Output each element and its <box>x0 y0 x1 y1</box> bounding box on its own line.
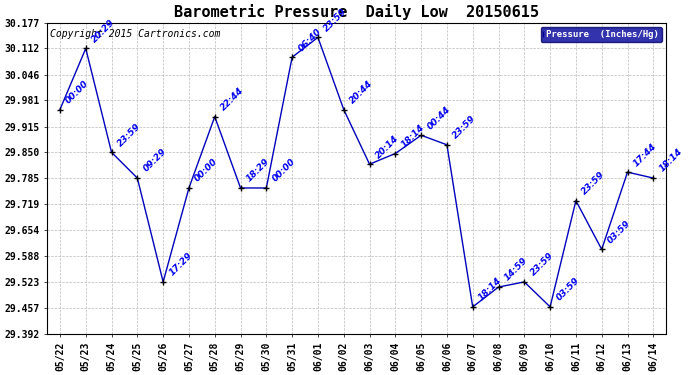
Text: 18:14: 18:14 <box>400 123 426 149</box>
Text: 09:29: 09:29 <box>141 147 168 174</box>
Text: 20:44: 20:44 <box>348 79 375 105</box>
Text: 18:14: 18:14 <box>658 147 684 174</box>
Text: 17:29: 17:29 <box>167 251 194 278</box>
Text: Copyright 2015 Cartronics.com: Copyright 2015 Cartronics.com <box>50 29 221 39</box>
Text: 18:29: 18:29 <box>245 157 271 184</box>
Text: 00:00: 00:00 <box>193 157 219 184</box>
Text: 00:00: 00:00 <box>64 79 90 105</box>
Text: 18:14: 18:14 <box>477 276 504 303</box>
Text: 06:40: 06:40 <box>296 26 323 53</box>
Text: 14:59: 14:59 <box>503 256 529 283</box>
Text: 17:44: 17:44 <box>631 141 658 168</box>
Text: 20:29: 20:29 <box>90 18 117 44</box>
Text: 23:59: 23:59 <box>322 7 348 33</box>
Text: 03:59: 03:59 <box>554 276 581 303</box>
Text: 03:59: 03:59 <box>606 219 633 245</box>
Text: 23:59: 23:59 <box>451 114 477 141</box>
Text: 22:44: 22:44 <box>219 86 246 112</box>
Text: 23:59: 23:59 <box>116 122 142 148</box>
Text: 00:00: 00:00 <box>270 157 297 184</box>
Text: 23:59: 23:59 <box>529 251 555 278</box>
Title: Barometric Pressure  Daily Low  20150615: Barometric Pressure Daily Low 20150615 <box>174 4 539 20</box>
Text: 20:14: 20:14 <box>374 134 400 160</box>
Text: 23:59: 23:59 <box>580 170 607 196</box>
Text: 00:44: 00:44 <box>425 105 452 131</box>
Legend: Pressure  (Inches/Hg): Pressure (Inches/Hg) <box>541 27 662 42</box>
